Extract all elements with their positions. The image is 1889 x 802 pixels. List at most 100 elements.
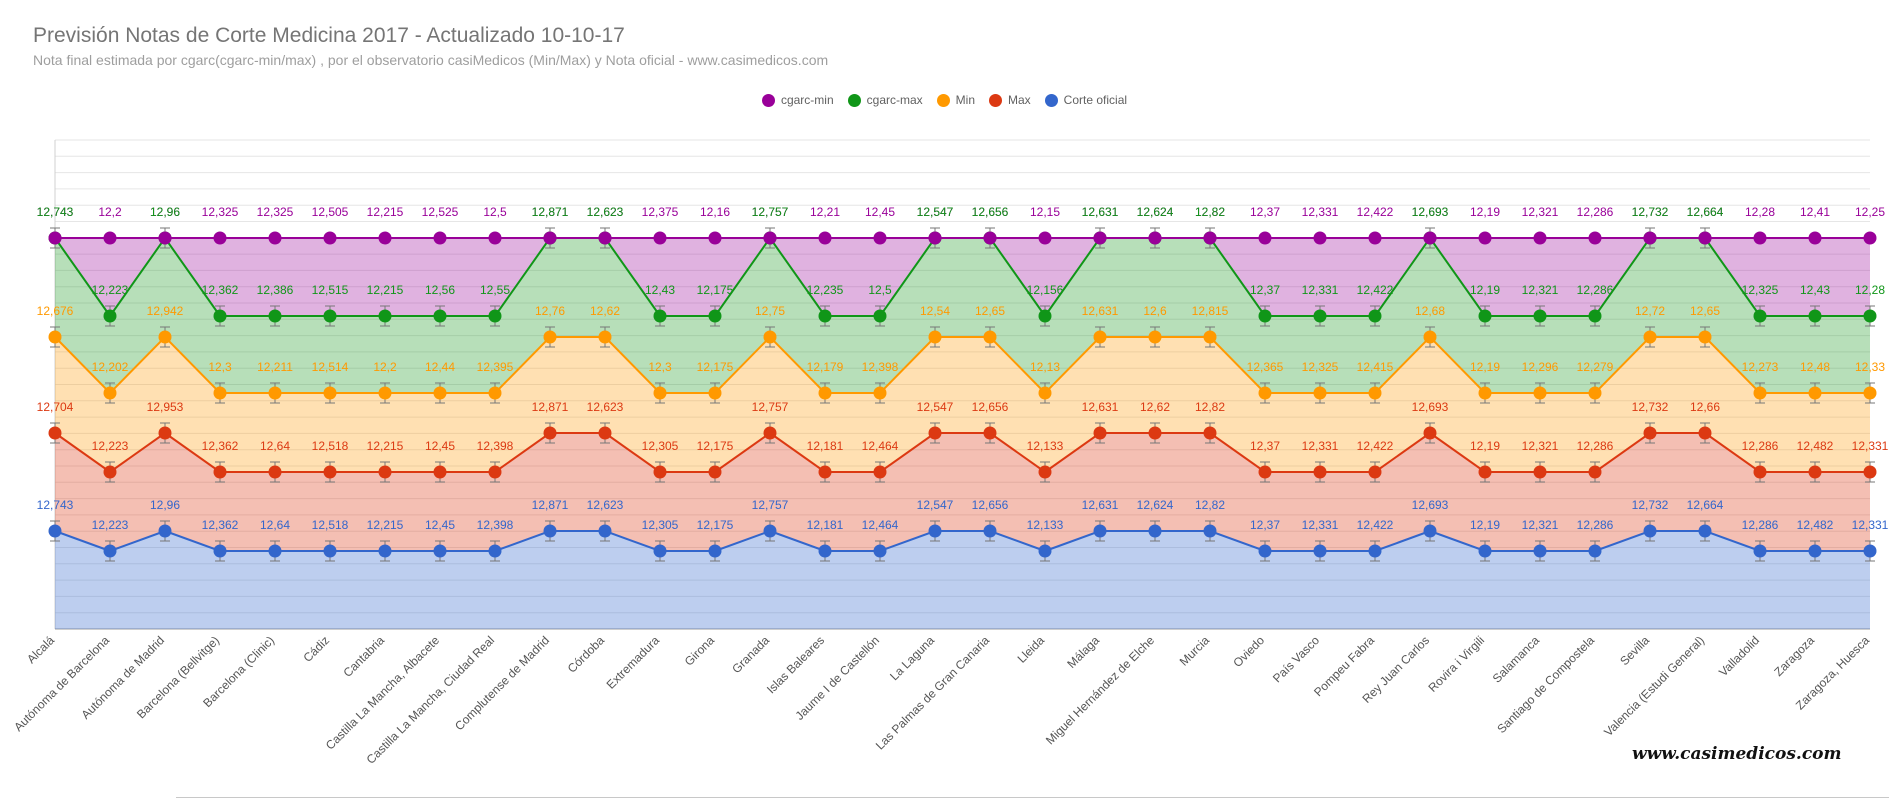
data-label: 12,181 [807, 439, 844, 453]
data-point [378, 544, 392, 558]
data-label: 12,321 [1522, 439, 1559, 453]
data-label: 12,732 [1632, 205, 1669, 219]
data-point [1038, 231, 1052, 245]
data-point [488, 386, 502, 400]
data-point [323, 231, 337, 245]
data-label: 12,375 [642, 205, 679, 219]
data-point [268, 386, 282, 400]
data-label: 12,398 [477, 518, 514, 532]
data-label: 12,395 [477, 360, 514, 374]
data-point [1203, 426, 1217, 440]
data-point [1698, 524, 1712, 538]
legend-item-cgarc-max[interactable]: cgarc-max [847, 93, 923, 107]
data-point [433, 231, 447, 245]
data-point [323, 465, 337, 479]
legend-item-cgarc-min[interactable]: cgarc-min [761, 93, 834, 107]
series-line-corte-oficial [54, 529, 1870, 553]
data-label: 12,732 [1632, 205, 1669, 219]
data-point [1258, 231, 1272, 245]
data-point [1588, 465, 1602, 479]
x-tick-label: Girona [682, 633, 718, 669]
data-point [818, 465, 832, 479]
data-point [213, 544, 227, 558]
data-point [543, 330, 557, 344]
legend-item-corte-oficial[interactable]: Corte oficial [1044, 93, 1127, 107]
legend-label: cgarc-max [866, 93, 923, 107]
data-point [213, 231, 227, 245]
data-point [268, 309, 282, 323]
data-label: 12,286 [1742, 518, 1779, 532]
legend-item-max[interactable]: Max [989, 93, 1031, 107]
data-label: 12,44 [425, 360, 455, 374]
data-label: 12,5 [868, 283, 892, 297]
data-label: 12,515 [312, 283, 349, 297]
data-label: 12,693 [1412, 400, 1449, 414]
x-tick-label: Cantabria [340, 633, 387, 680]
data-label: 12,676 [37, 304, 74, 318]
data-label: 12,365 [1247, 360, 1284, 374]
data-point [1148, 524, 1162, 538]
data-label: 12,623 [587, 400, 624, 414]
data-label: 12,732 [1632, 498, 1669, 512]
data-label: 12,871 [532, 400, 569, 414]
x-tick-label: Málaga [1064, 633, 1102, 671]
data-point [598, 524, 612, 538]
x-tick-label: Salamanca [1490, 633, 1543, 686]
x-tick-label: Rovira i Virgili [1426, 633, 1488, 695]
data-point [708, 544, 722, 558]
data-point [1313, 544, 1327, 558]
data-label: 12,871 [532, 205, 569, 219]
data-point [653, 231, 667, 245]
data-label: 12,664 [1687, 498, 1724, 512]
data-label: 12,331 [1302, 439, 1339, 453]
x-tick-label: Las Palmas de Gran Canaria [873, 633, 993, 753]
data-point [598, 330, 612, 344]
data-point [48, 426, 62, 440]
data-label: 12,631 [1082, 205, 1119, 219]
data-point [158, 426, 172, 440]
data-point [1423, 231, 1437, 245]
data-label: 12,547 [917, 205, 954, 219]
data-label: 12,525 [422, 205, 459, 219]
data-point [873, 544, 887, 558]
data-label: 12,422 [1357, 439, 1394, 453]
data-point [158, 524, 172, 538]
legend-swatch [989, 93, 1002, 107]
data-point [213, 386, 227, 400]
data-point [763, 426, 777, 440]
data-point [1368, 544, 1382, 558]
data-point [543, 524, 557, 538]
data-label: 12,623 [587, 205, 624, 219]
data-label: 12,331 [1302, 518, 1339, 532]
data-point [378, 465, 392, 479]
data-point [928, 330, 942, 344]
data-label: 12,202 [92, 360, 129, 374]
data-point [433, 386, 447, 400]
data-point [1038, 544, 1052, 558]
data-label: 12,743 [37, 205, 74, 219]
data-label: 12,415 [1357, 360, 1394, 374]
data-point [1368, 231, 1382, 245]
data-label: 12,631 [1082, 498, 1119, 512]
data-label: 12,362 [202, 518, 239, 532]
data-point [1698, 330, 1712, 344]
data-point [1313, 309, 1327, 323]
data-point [103, 309, 117, 323]
data-point [103, 465, 117, 479]
area-cgarc-max [55, 238, 1870, 393]
data-label: 12,15 [1030, 205, 1060, 219]
series-line-max [54, 431, 1870, 474]
watermark: www.casimedicos.com [1632, 744, 1842, 764]
data-label: 12,76 [535, 304, 565, 318]
x-tick-label: Murcia [1177, 633, 1213, 669]
legend-item-min[interactable]: Min [936, 93, 975, 107]
data-label: 12,37 [1250, 205, 1280, 219]
data-point [543, 231, 557, 245]
data-label: 12,223 [92, 439, 129, 453]
data-point [1863, 465, 1877, 479]
data-label: 12,25 [1855, 205, 1885, 219]
data-point [928, 426, 942, 440]
data-point [1533, 386, 1547, 400]
data-point [1753, 386, 1767, 400]
